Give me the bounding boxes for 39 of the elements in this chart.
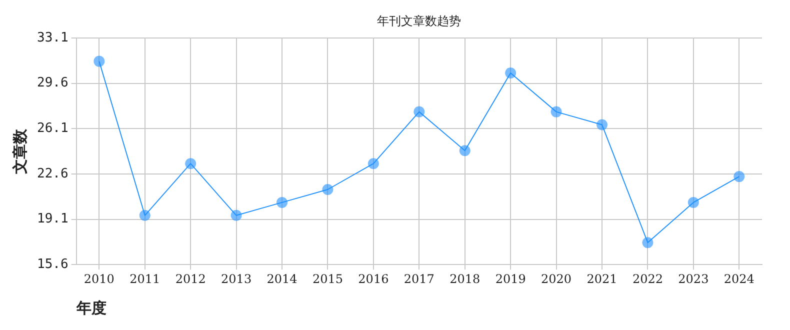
x-tick-label: 2024 (724, 272, 755, 286)
x-tick-label: 2012 (175, 272, 206, 286)
x-tick-label: 2011 (130, 272, 160, 286)
y-tick-label: 22.6 (36, 166, 68, 182)
point (414, 106, 425, 118)
chart-title: 年刊文章数趋势 (377, 14, 462, 28)
point (185, 158, 196, 170)
x-tick-label: 2015 (312, 272, 343, 286)
y-tick-label: 33.1 (36, 30, 68, 46)
point (368, 158, 379, 170)
point (230, 210, 242, 221)
point (505, 67, 516, 78)
point (459, 145, 470, 156)
x-tick-label: 2014 (266, 272, 298, 286)
x-tick-label: 2016 (358, 272, 389, 286)
x-tick-label: 2010 (84, 272, 114, 286)
point (550, 106, 562, 118)
y-tick-label: 29.6 (36, 76, 68, 91)
x-tick-label: 2020 (541, 272, 572, 286)
point (596, 119, 608, 130)
x-axis-title: 年度 (75, 298, 106, 317)
point (688, 196, 699, 208)
x-tick-label: 2013 (221, 272, 252, 286)
point (94, 56, 105, 67)
x-tick-label: 2023 (678, 272, 709, 286)
point (322, 184, 334, 195)
point (276, 196, 288, 208)
y-tick-label: 15.6 (36, 256, 68, 272)
y-tick-label: 26.1 (36, 121, 68, 136)
point (734, 171, 745, 182)
y-tick-label: 19.1 (36, 212, 68, 227)
x-tick-label: 2018 (450, 272, 480, 286)
point (139, 210, 150, 221)
point (642, 237, 654, 248)
x-tick-label: 2017 (404, 272, 434, 286)
x-tick-label: 2021 (586, 272, 618, 286)
x-tick-label: 2022 (632, 272, 663, 286)
x-tick-label: 2019 (495, 272, 526, 286)
y-axis-title: 文章数 (10, 128, 29, 175)
